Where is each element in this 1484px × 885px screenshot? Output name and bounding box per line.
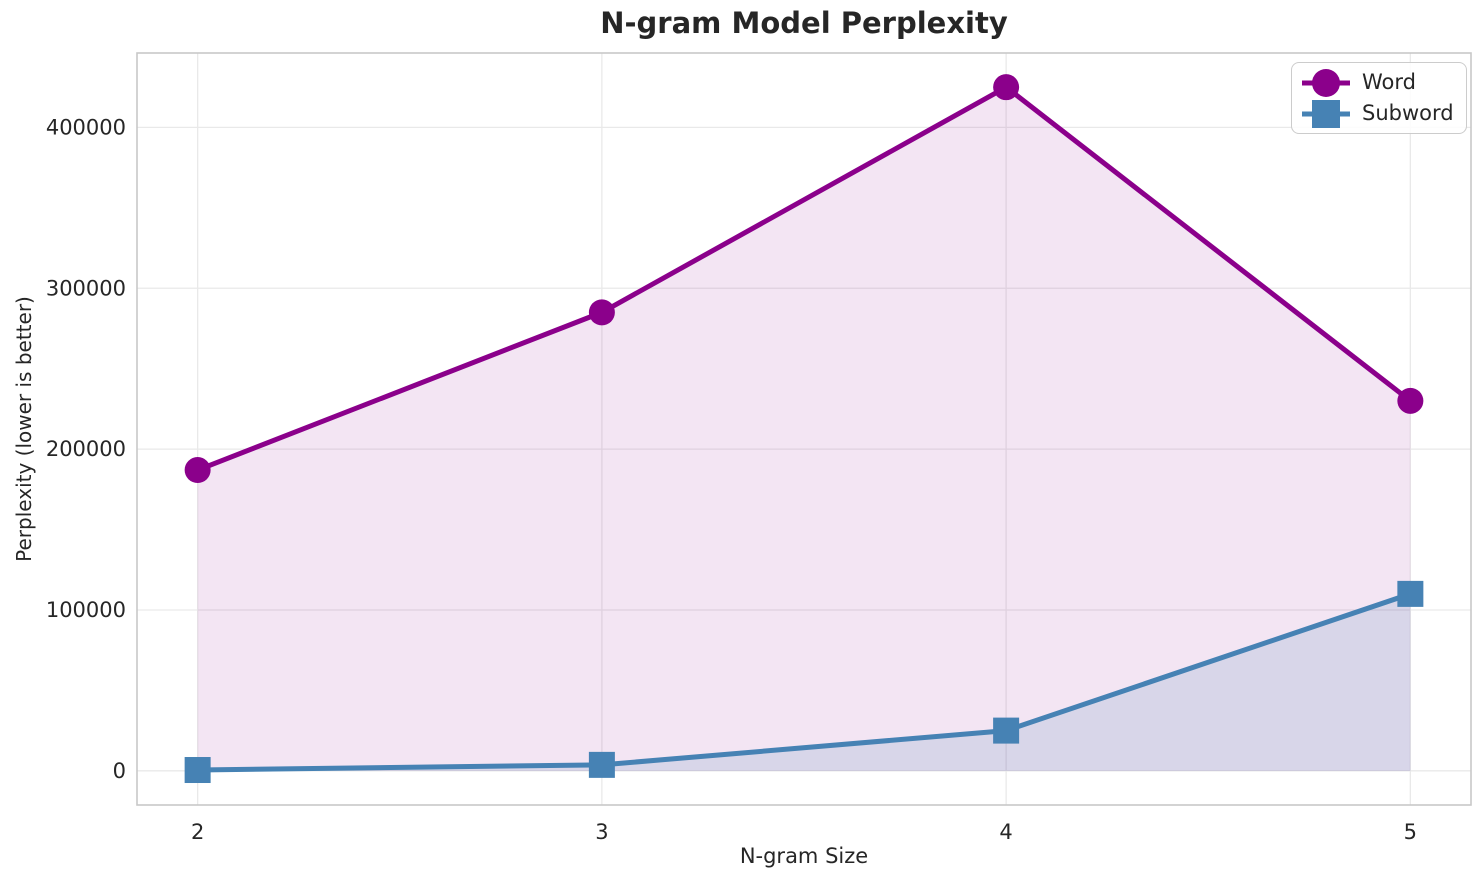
legend-item-subword: Subword [1300,98,1454,129]
subword-data-point [1397,580,1424,607]
subword-data-point [588,751,615,778]
word-data-point [1397,387,1424,414]
legend-label-word: Word [1362,70,1416,94]
word-line [195,84,1413,473]
x-axis-label: N-gram Size [739,844,869,868]
y-tick-label: 0 [113,759,126,783]
x-tick-label: 3 [595,820,608,844]
subword-data-point [184,757,211,784]
plot-border [136,52,1472,806]
y-tick-label: 200000 [46,437,126,461]
subword-data-point [993,717,1020,744]
legend-label-subword: Subword [1362,101,1454,125]
legend-item-word: Word [1300,67,1454,98]
word-data-point [588,299,615,326]
x-tick-label: 2 [191,820,204,844]
word-area-fill [197,87,1411,771]
subword-area-fill [197,593,1411,771]
chart-title: N-gram Model Perplexity [600,6,1008,40]
subword-legend-marker-icon [1302,99,1350,128]
subword-line [195,591,1413,773]
word-data-point [184,457,211,484]
word-legend-marker-icon [1302,68,1350,97]
legend: Word Subword [1291,62,1467,134]
y-tick-label: 100000 [46,598,126,622]
y-tick-label: 300000 [46,276,126,300]
y-tick-label: 400000 [46,115,126,139]
x-tick-label: 4 [999,820,1012,844]
word-data-point [993,74,1020,101]
x-tick-label: 5 [1404,820,1417,844]
